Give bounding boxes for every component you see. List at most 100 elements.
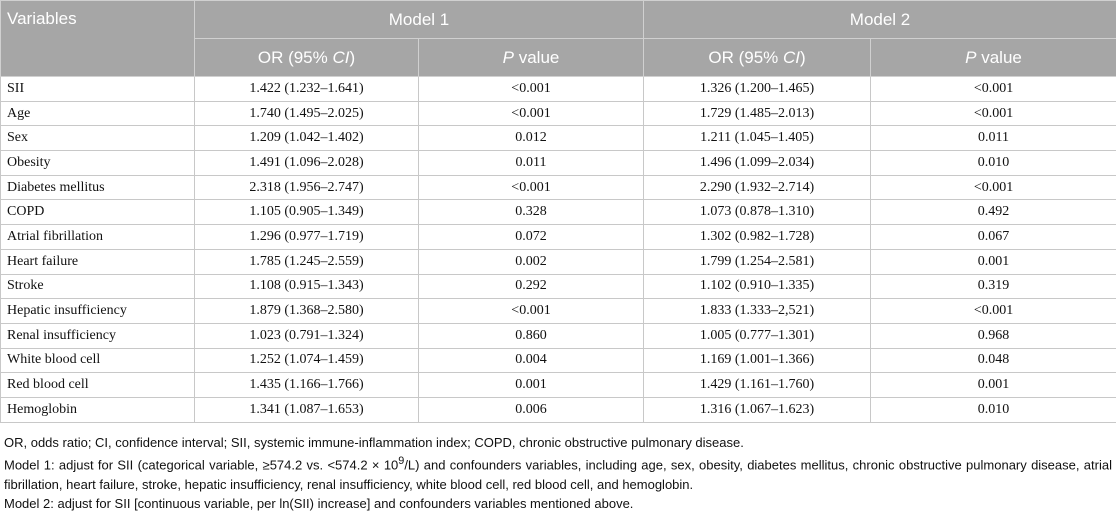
header-cell: OR (95% CI) [195,39,419,77]
value-cell: 1.491 (1.096–2.028) [195,151,419,176]
value-cell: 1.341 (1.087–1.653) [195,397,419,422]
header-cell: Model 1 [195,1,644,39]
value-cell: 0.010 [871,151,1116,176]
text: P [503,48,514,67]
value-cell: <0.001 [419,101,644,126]
text: CI [783,48,800,67]
variable-cell: Heart failure [1,249,195,274]
value-cell: 1.326 (1.200–1.465) [644,77,871,102]
value-cell: 0.292 [419,274,644,299]
value-cell: 0.004 [419,348,644,373]
value-cell: 0.968 [871,323,1116,348]
value-cell: 0.860 [419,323,644,348]
value-cell: <0.001 [871,77,1116,102]
footnote: Model 2: adjust for SII [continuous vari… [4,494,1112,514]
header-cell: Variables [1,1,195,77]
value-cell: <0.001 [419,299,644,324]
value-cell: 2.290 (1.932–2.714) [644,175,871,200]
variable-cell: COPD [1,200,195,225]
value-cell: <0.001 [419,175,644,200]
value-cell: 1.023 (0.791–1.324) [195,323,419,348]
value-cell: <0.001 [871,175,1116,200]
variable-cell: Renal insufficiency [1,323,195,348]
variable-cell: Stroke [1,274,195,299]
header-row: Variables Model 1 Model 2 [1,1,1116,39]
value-cell: 0.012 [419,126,644,151]
value-cell: 1.102 (0.910–1.335) [644,274,871,299]
text: P [965,48,976,67]
value-cell: 1.105 (0.905–1.349) [195,200,419,225]
value-cell: 0.328 [419,200,644,225]
text: value [514,48,559,67]
value-cell: 0.072 [419,225,644,250]
value-cell: 1.169 (1.001–1.366) [644,348,871,373]
footnote: Model 1: adjust for SII (categorical var… [4,452,1112,494]
value-cell: 1.302 (0.982–1.728) [644,225,871,250]
value-cell: 1.209 (1.042–1.402) [195,126,419,151]
value-cell: 1.252 (1.074–1.459) [195,348,419,373]
text: OR (95% [708,48,783,67]
text: ) [349,48,355,67]
value-cell: 0.001 [419,373,644,398]
variable-cell: Hepatic insufficiency [1,299,195,324]
text: OR (95% [258,48,333,67]
variable-cell: SII [1,77,195,102]
value-cell: 0.010 [871,397,1116,422]
variable-cell: Obesity [1,151,195,176]
value-cell: <0.001 [871,299,1116,324]
footnote: OR, odds ratio; CI, confidence interval;… [4,433,1112,453]
variable-cell: White blood cell [1,348,195,373]
value-cell: 1.879 (1.368–2.580) [195,299,419,324]
value-cell: 1.729 (1.485–2.013) [644,101,871,126]
variable-cell: Atrial fibrillation [1,225,195,250]
value-cell: 1.799 (1.254–2.581) [644,249,871,274]
footnotes: OR, odds ratio; CI, confidence interval;… [0,433,1116,514]
value-cell: 0.001 [871,373,1116,398]
variable-cell: Diabetes mellitus [1,175,195,200]
value-cell: 1.740 (1.495–2.025) [195,101,419,126]
value-cell: 2.318 (1.956–2.747) [195,175,419,200]
value-cell: 0.006 [419,397,644,422]
text: CI [332,48,349,67]
value-cell: 1.108 (0.915–1.343) [195,274,419,299]
value-cell: 1.833 (1.333–2,521) [644,299,871,324]
value-cell: 1.785 (1.245–2.559) [195,249,419,274]
header-cell: Model 2 [644,1,1116,39]
results-table: Variables Model 1 Model 2 OR (95% CI) P … [0,0,1116,423]
value-cell: 1.211 (1.045–1.405) [644,126,871,151]
text: ) [800,48,806,67]
value-cell: 0.492 [871,200,1116,225]
value-cell: 0.067 [871,225,1116,250]
header-cell: P value [871,39,1116,77]
value-cell: 1.422 (1.232–1.641) [195,77,419,102]
variable-cell: Red blood cell [1,373,195,398]
text: value [977,48,1022,67]
value-cell: 0.011 [419,151,644,176]
value-cell: 1.005 (0.777–1.301) [644,323,871,348]
text: Model 1: adjust for SII (categorical var… [4,457,398,472]
value-cell: 0.002 [419,249,644,274]
value-cell: 1.435 (1.166–1.766) [195,373,419,398]
value-cell: 1.296 (0.977–1.719) [195,225,419,250]
value-cell: 1.496 (1.099–2.034) [644,151,871,176]
header-cell: P value [419,39,644,77]
value-cell: 1.316 (1.067–1.623) [644,397,871,422]
value-cell: <0.001 [419,77,644,102]
value-cell: 0.011 [871,126,1116,151]
